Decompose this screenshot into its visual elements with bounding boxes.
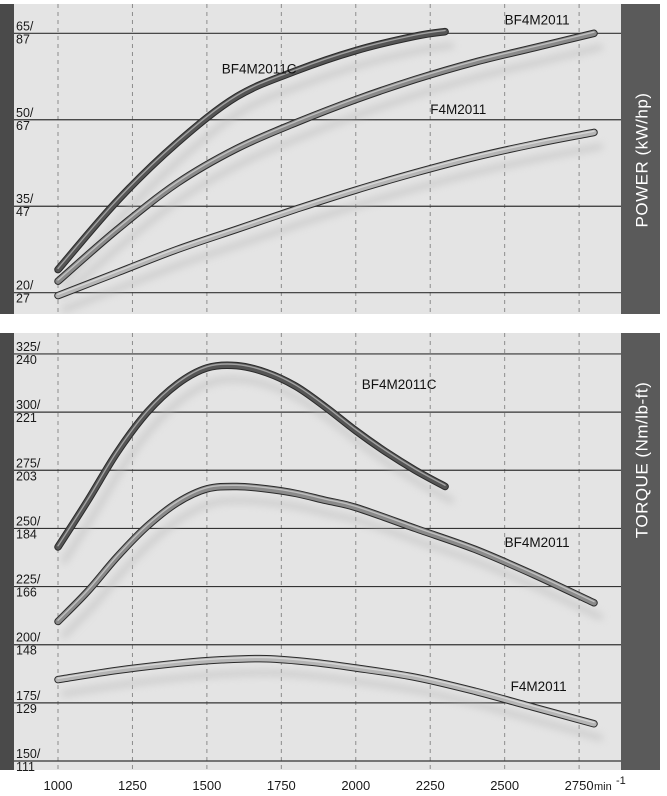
- series-label-bf4m2011: BF4M2011: [505, 535, 570, 550]
- series-line-bf4m2011c: [55, 28, 448, 273]
- series-group: [54, 27, 603, 313]
- y-tick-label-225-top: 225/: [16, 573, 41, 587]
- side-label-bar: [621, 4, 660, 314]
- y-tick-label-250-bottom: 184: [16, 527, 37, 541]
- side-label: TORQUE (Nm/lb-ft): [633, 382, 652, 538]
- series-shadow-bf4m2011c: [61, 42, 455, 287]
- series-line-f4m2011: [55, 129, 597, 299]
- series-shadow-f4m2011: [61, 143, 603, 313]
- y-tick-label-250-top: 250/: [16, 514, 41, 528]
- y-tick-label-175-top: 175/: [16, 689, 41, 703]
- left-axis-bar: [0, 333, 14, 770]
- series-shadow-bf4m2011: [61, 44, 603, 299]
- x-tick-label-1500: 1500: [192, 778, 221, 793]
- y-tick-label-65-bottom: 87: [16, 32, 30, 46]
- y-tick-label-20-bottom: 27: [16, 292, 30, 306]
- y-tick-label-325-top: 325/: [16, 340, 41, 354]
- series-highlight-bf4m2011: [57, 484, 595, 621]
- series-label-bf4m2011: BF4M2011: [505, 13, 570, 28]
- series-highlight-bf4m2011: [57, 31, 595, 281]
- plot-background: [14, 333, 621, 770]
- y-tick-label-275-top: 275/: [16, 456, 41, 470]
- series-label-f4m2011: F4M2011: [430, 102, 486, 117]
- plot-background: [14, 4, 621, 314]
- left-axis-bar: [0, 4, 14, 314]
- torque-panel: 325/240 300/221 275/203 250/184 225/166 200/1…: [0, 333, 660, 774]
- y-tick-label-150-top: 150/: [16, 747, 41, 761]
- series-highlight-f4m2011: [57, 656, 595, 724]
- y-tick-label-150-bottom: 111: [16, 760, 35, 774]
- series-label-bf4m2011c: BF4M2011C: [362, 377, 437, 392]
- y-tick-label-200-top: 200/: [16, 631, 41, 645]
- x-tick-label-1250: 1250: [118, 778, 147, 793]
- y-tick-label-275-bottom: 203: [16, 469, 37, 483]
- series-line-bf4m2011c: [55, 362, 448, 550]
- x-tick-label-1750: 1750: [267, 778, 296, 793]
- y-tick-label-175-bottom: 129: [16, 702, 37, 716]
- x-unit-label: min: [594, 781, 612, 793]
- y-tick-label-50-top: 50/: [16, 106, 34, 120]
- x-unit-superscript: -1: [616, 775, 626, 787]
- x-axis: 1000 1250 1500 1750 2000 2250 2500 2750 min -1: [44, 775, 626, 793]
- y-tick-label-35-bottom: 47: [16, 205, 30, 219]
- side-label: POWER (kW/hp): [633, 93, 652, 228]
- power-panel: 65/87 50/67 35/47 20/27 BF4M2011C BF4M2011 F4M…: [0, 4, 660, 314]
- y-tick-label-20-top: 20/: [16, 279, 34, 293]
- x-tick-label-2000: 2000: [341, 778, 370, 793]
- series-line-bf4m2011: [55, 30, 597, 284]
- y-tick-label-325-bottom: 240: [16, 353, 37, 367]
- x-tick-label-2250: 2250: [416, 778, 445, 793]
- series-highlight-f4m2011: [57, 130, 595, 296]
- series-highlight-bf4m2011c: [57, 363, 446, 547]
- y-tick-label-65-top: 65/: [16, 19, 34, 33]
- y-tick-label-50-bottom: 67: [16, 119, 30, 133]
- series-line-f4m2011: [55, 655, 597, 727]
- series-label-bf4m2011c: BF4M2011C: [222, 62, 297, 77]
- series-shadow-f4m2011: [61, 669, 603, 741]
- y-tick-label-300-top: 300/: [16, 398, 41, 412]
- series-highlight-bf4m2011c: [57, 29, 446, 270]
- y-tick-label-225-bottom: 166: [16, 586, 37, 600]
- series-group: [54, 361, 603, 741]
- series-label-f4m2011: F4M2011: [511, 679, 567, 694]
- series-line-bf4m2011: [55, 483, 597, 625]
- side-label-bar: [621, 333, 660, 770]
- x-tick-label-1000: 1000: [44, 778, 73, 793]
- y-tick-label-300-bottom: 221: [16, 411, 37, 425]
- series-shadow-bf4m2011c: [61, 376, 455, 564]
- y-tick-label-200-bottom: 148: [16, 644, 37, 658]
- x-tick-label-2500: 2500: [490, 778, 519, 793]
- y-tick-label-35-top: 35/: [16, 192, 34, 206]
- x-tick-label-2750: 2750: [565, 778, 594, 793]
- series-shadow-bf4m2011: [61, 497, 603, 639]
